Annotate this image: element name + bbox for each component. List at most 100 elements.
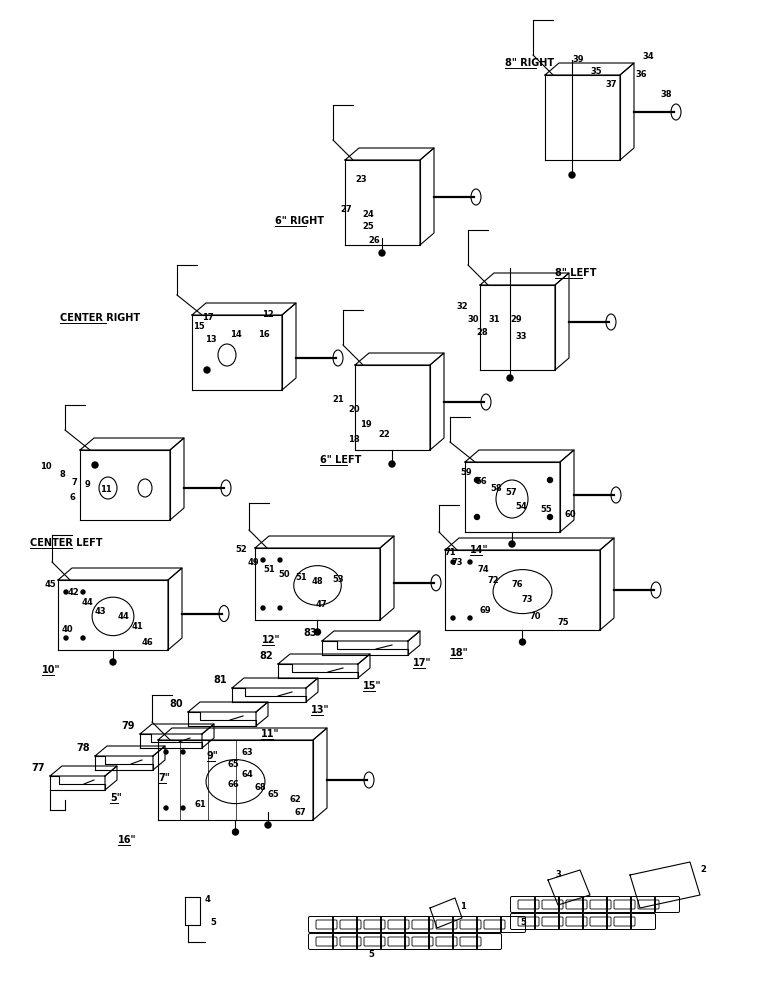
Text: 32: 32	[456, 302, 468, 311]
Text: 67: 67	[295, 808, 306, 817]
Text: 29: 29	[510, 315, 522, 324]
Circle shape	[204, 367, 210, 373]
Circle shape	[181, 750, 185, 754]
Text: 16: 16	[258, 330, 269, 339]
Text: 9: 9	[85, 480, 91, 489]
Text: 24: 24	[362, 210, 374, 219]
Circle shape	[278, 558, 282, 562]
Ellipse shape	[333, 350, 343, 366]
Text: 43: 43	[95, 607, 107, 616]
Text: 77: 77	[32, 763, 45, 773]
Text: 73: 73	[452, 558, 463, 567]
Text: 83: 83	[303, 628, 317, 638]
Text: 25: 25	[362, 222, 374, 231]
Text: 42: 42	[68, 588, 80, 597]
Text: 4: 4	[205, 895, 211, 904]
Circle shape	[261, 558, 265, 562]
Text: 6: 6	[70, 493, 76, 502]
Text: 38: 38	[660, 90, 672, 99]
Circle shape	[468, 560, 472, 564]
Text: 18": 18"	[450, 648, 469, 658]
Circle shape	[475, 478, 479, 483]
Text: 47: 47	[316, 600, 327, 609]
Text: 39: 39	[572, 55, 584, 64]
Text: 8" LEFT: 8" LEFT	[555, 268, 597, 278]
Text: 11: 11	[100, 485, 112, 494]
Text: 75: 75	[558, 618, 570, 627]
Text: 73: 73	[522, 595, 533, 604]
Ellipse shape	[651, 582, 661, 598]
Ellipse shape	[219, 605, 229, 621]
Circle shape	[520, 639, 526, 645]
Circle shape	[92, 462, 98, 468]
Text: 63: 63	[242, 748, 254, 757]
Text: 68: 68	[255, 783, 266, 792]
Text: 13: 13	[205, 335, 217, 344]
Circle shape	[110, 659, 116, 665]
Text: 37: 37	[605, 80, 617, 89]
Text: 51: 51	[263, 565, 275, 574]
Text: 41: 41	[132, 622, 144, 631]
Circle shape	[547, 478, 553, 483]
Text: 76: 76	[512, 580, 523, 589]
Text: 58: 58	[490, 484, 502, 493]
Text: 12: 12	[262, 310, 274, 319]
Text: 16": 16"	[118, 835, 137, 845]
Text: 21: 21	[332, 395, 344, 404]
Text: 11": 11"	[261, 729, 279, 739]
Text: 49: 49	[248, 558, 259, 567]
Text: 70: 70	[530, 612, 541, 621]
Text: 17": 17"	[413, 658, 432, 668]
Text: 15": 15"	[363, 681, 381, 691]
Circle shape	[475, 514, 479, 520]
Circle shape	[164, 750, 168, 754]
Circle shape	[64, 636, 68, 640]
Circle shape	[261, 606, 265, 610]
Circle shape	[569, 172, 575, 178]
Ellipse shape	[606, 314, 616, 330]
Text: 81: 81	[213, 675, 227, 685]
Circle shape	[164, 806, 168, 810]
Text: 10: 10	[40, 462, 52, 471]
Text: 17: 17	[202, 313, 214, 322]
Text: 46: 46	[142, 638, 154, 647]
Text: 27: 27	[340, 205, 351, 214]
Circle shape	[509, 541, 515, 547]
Text: 15: 15	[193, 322, 205, 331]
Text: 78: 78	[76, 743, 90, 753]
Text: 79: 79	[121, 721, 135, 731]
Text: 71: 71	[445, 548, 456, 557]
Text: 23: 23	[355, 175, 367, 184]
Text: 34: 34	[642, 52, 654, 61]
Text: 6" RIGHT: 6" RIGHT	[275, 216, 324, 226]
Text: 65: 65	[228, 760, 240, 769]
Text: 33: 33	[515, 332, 527, 341]
Circle shape	[81, 636, 85, 640]
Circle shape	[265, 822, 271, 828]
Text: 31: 31	[488, 315, 499, 324]
Text: 19: 19	[360, 420, 371, 429]
Circle shape	[278, 606, 282, 610]
Ellipse shape	[671, 104, 681, 120]
Text: 66: 66	[228, 780, 240, 789]
Ellipse shape	[471, 189, 481, 205]
Text: CENTER LEFT: CENTER LEFT	[30, 538, 103, 548]
Text: 14: 14	[230, 330, 242, 339]
Text: 7": 7"	[158, 773, 170, 783]
Text: 65: 65	[268, 790, 279, 799]
Ellipse shape	[364, 772, 374, 788]
Text: 62: 62	[290, 795, 302, 804]
Text: 54: 54	[515, 502, 527, 511]
Circle shape	[379, 250, 385, 256]
Text: 5: 5	[210, 918, 216, 927]
Text: 69: 69	[480, 606, 492, 615]
Text: 80: 80	[169, 699, 183, 709]
Circle shape	[81, 590, 85, 594]
Text: 5: 5	[368, 950, 374, 959]
Text: 72: 72	[488, 576, 499, 585]
Circle shape	[389, 461, 395, 467]
Text: 14": 14"	[470, 545, 489, 555]
Text: 36: 36	[635, 70, 647, 79]
Text: 12": 12"	[262, 635, 280, 645]
Text: 50: 50	[278, 570, 290, 579]
